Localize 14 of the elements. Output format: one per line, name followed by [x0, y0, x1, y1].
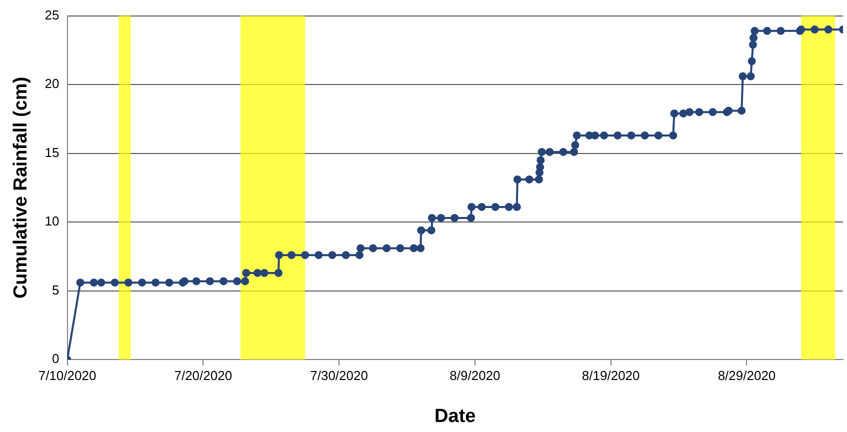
x-tick-label: 8/19/2020	[582, 368, 640, 383]
y-axis-title: Cumulative Rainfall (cm)	[10, 76, 32, 299]
y-tick-label: 15	[44, 144, 60, 160]
y-tick-label: 20	[44, 76, 60, 92]
x-axis-title: Date	[434, 406, 476, 427]
x-tick-label: 7/20/2020	[174, 368, 232, 383]
x-tick-label: 7/10/2020	[38, 368, 96, 383]
x-tick-label: 8/9/2020	[450, 368, 500, 383]
y-tick-label: 10	[44, 214, 60, 229]
x-tick-label: 7/30/2020	[310, 368, 368, 383]
y-tick-label: 0	[52, 351, 60, 366]
x-tick-label: 8/29/2020	[718, 368, 776, 383]
y-tick-label: 25	[44, 7, 60, 22]
y-tick-label: 5	[52, 282, 60, 298]
